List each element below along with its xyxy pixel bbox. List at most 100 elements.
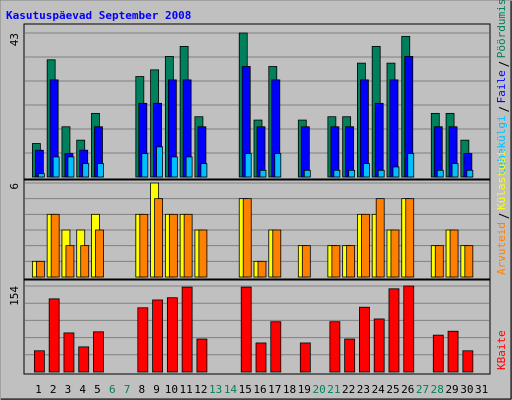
x-tick-label: 7: [124, 383, 131, 396]
bar: [78, 346, 90, 373]
bar: [259, 169, 267, 178]
bar: [137, 307, 149, 373]
bar: [348, 169, 356, 178]
x-tick-label: 31: [475, 383, 488, 396]
x-tick-label: 5: [94, 383, 101, 396]
x-tick-label: 27: [416, 383, 429, 396]
y-tick-label: 154: [8, 286, 21, 306]
x-tick-label: 2: [50, 383, 57, 396]
bar: [274, 153, 282, 178]
bar: [333, 169, 341, 178]
bar: [97, 163, 104, 178]
x-tick-label: 19: [298, 383, 311, 396]
bar: [373, 318, 385, 373]
bar: [464, 245, 474, 278]
bar: [270, 321, 282, 373]
bar: [434, 245, 444, 278]
legend-separator: [498, 61, 510, 67]
bar: [255, 342, 267, 373]
x-tick-label: 1: [35, 383, 42, 396]
x-tick-label: 30: [460, 383, 473, 396]
legend-entry: Pöördumisi: [495, 0, 508, 58]
bar: [344, 338, 356, 373]
bar: [256, 126, 266, 178]
bar: [345, 126, 355, 178]
bar: [185, 156, 193, 178]
bar: [449, 229, 459, 278]
bar: [168, 213, 178, 278]
bar: [377, 169, 385, 178]
x-tick-label: 8: [138, 383, 145, 396]
bar: [300, 126, 310, 178]
legend-entry: Faile: [495, 70, 508, 103]
bar: [390, 229, 400, 278]
legend-separator: [498, 213, 510, 219]
bar: [436, 169, 444, 178]
x-tick-label: 23: [357, 383, 370, 396]
chart-title: Kasutuspäevad September 2008: [6, 9, 191, 22]
bar: [35, 260, 45, 278]
x-tick-label: 12: [194, 383, 207, 396]
bar: [360, 79, 369, 178]
x-tick-label: 14: [224, 383, 238, 396]
bar: [447, 330, 459, 373]
bar: [198, 229, 208, 278]
bar: [466, 169, 474, 178]
y-tick-label: 6: [8, 183, 21, 190]
bar: [451, 163, 459, 178]
x-tick-label: 26: [401, 383, 414, 396]
x-tick-label: 3: [65, 383, 72, 396]
x-tick-label: 29: [445, 383, 458, 396]
bar: [374, 102, 384, 178]
bar: [244, 153, 252, 178]
bar: [183, 213, 193, 278]
bar: [95, 229, 104, 278]
bar: [403, 285, 415, 373]
x-tick-label: 9: [153, 383, 160, 396]
x-tick-label: 17: [268, 383, 281, 396]
bar: [52, 156, 60, 178]
x-tick-label: 24: [372, 383, 386, 396]
x-tick-label: 11: [180, 383, 193, 396]
bar: [330, 126, 340, 178]
bar: [299, 342, 311, 373]
x-tick-label: 20: [312, 383, 325, 396]
legend: Arvuteid Külastusi: [495, 150, 510, 275]
bar: [152, 299, 163, 373]
x-tick-label: 10: [165, 383, 178, 396]
bar: [272, 229, 282, 278]
bar: [432, 334, 444, 373]
bar: [154, 198, 163, 278]
legend-entry: Külastusi: [495, 150, 508, 210]
bar: [80, 245, 90, 278]
x-tick-label: 18: [283, 383, 296, 396]
bar: [156, 146, 163, 178]
bar: [50, 213, 60, 278]
bar: [240, 286, 252, 373]
x-tick-label: 28: [431, 383, 444, 396]
bar: [67, 156, 75, 178]
bar: [405, 198, 415, 278]
bar: [181, 286, 193, 373]
bar: [93, 331, 104, 373]
bar: [346, 245, 356, 278]
bar: [359, 306, 370, 373]
x-tick-label: 13: [209, 383, 222, 396]
legend-separator: [498, 106, 510, 112]
bar: [363, 163, 370, 178]
x-tick-label: 21: [327, 383, 340, 396]
x-tick-label: 6: [109, 383, 116, 396]
legend-entry: KBaite: [495, 330, 508, 370]
legend-entry: Arvuteid: [495, 222, 508, 275]
bar: [33, 350, 45, 373]
legend: KBaite: [495, 330, 508, 370]
bar: [82, 163, 90, 178]
y-tick-label: 43: [8, 33, 21, 46]
bar: [257, 260, 267, 278]
bar: [301, 245, 311, 278]
legend-entry: Lehekülgi: [495, 115, 508, 175]
bar: [303, 169, 311, 178]
bar: [63, 332, 75, 373]
bar: [242, 198, 252, 278]
